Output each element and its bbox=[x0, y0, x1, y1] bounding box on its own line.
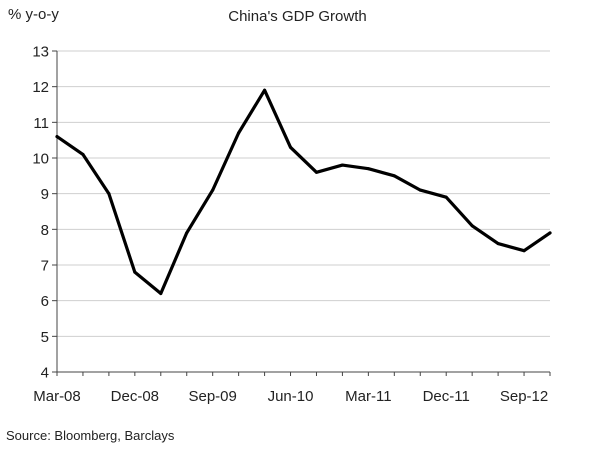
data-point bbox=[81, 152, 85, 156]
y-tick-label: 10 bbox=[32, 151, 49, 168]
data-point bbox=[470, 224, 474, 228]
data-point bbox=[548, 231, 552, 235]
y-tick-label: 4 bbox=[41, 365, 49, 382]
y-axis-ticks: 4 5 6 7 8 9 10 11 12 13 bbox=[32, 44, 57, 382]
data-point bbox=[340, 163, 344, 167]
data-point bbox=[314, 170, 318, 174]
series-group bbox=[55, 88, 552, 296]
y-tick-label: 13 bbox=[32, 44, 49, 61]
data-point bbox=[496, 242, 500, 246]
x-tick-label: Mar-11 bbox=[345, 388, 391, 405]
data-point bbox=[185, 231, 189, 235]
y-tick-label: 6 bbox=[41, 293, 49, 310]
data-point bbox=[159, 292, 163, 296]
x-tick-label: Mar-08 bbox=[33, 388, 81, 405]
data-point bbox=[444, 195, 448, 199]
y-axis-unit-label: % y-o-y bbox=[8, 6, 59, 23]
y-tick-label: 7 bbox=[41, 258, 49, 275]
data-point bbox=[263, 88, 267, 92]
data-point bbox=[55, 135, 59, 139]
data-point bbox=[133, 270, 137, 274]
data-point bbox=[289, 145, 293, 149]
x-axis-ticks: Mar-08 Dec-08 Sep-09 Jun-10 Mar-11 Dec-11 Sep-… bbox=[33, 372, 551, 405]
data-point bbox=[211, 188, 215, 192]
y-tick-label: 5 bbox=[41, 329, 49, 346]
data-point bbox=[107, 192, 111, 196]
data-point bbox=[366, 167, 370, 171]
y-tick-label: 9 bbox=[41, 186, 49, 203]
source-note: Source: Bloomberg, Barclays bbox=[6, 428, 175, 443]
x-tick-label: Sep-09 bbox=[188, 388, 236, 405]
chart-title: China's GDP Growth bbox=[228, 8, 367, 25]
data-point bbox=[237, 131, 241, 135]
y-tick-label: 11 bbox=[33, 115, 49, 132]
gdp-growth-line bbox=[55, 88, 552, 296]
data-point bbox=[392, 174, 396, 178]
x-tick-label: Sep-12 bbox=[500, 388, 548, 405]
data-point bbox=[522, 249, 526, 253]
x-tick-label: Jun-10 bbox=[268, 388, 314, 405]
data-point bbox=[418, 188, 422, 192]
gridlines bbox=[57, 50, 550, 337]
axes bbox=[56, 51, 550, 373]
y-tick-label: 8 bbox=[41, 222, 49, 239]
x-tick-label: Dec-08 bbox=[111, 388, 159, 405]
x-tick-label: Dec-11 bbox=[423, 388, 470, 405]
y-tick-label: 12 bbox=[32, 79, 49, 96]
